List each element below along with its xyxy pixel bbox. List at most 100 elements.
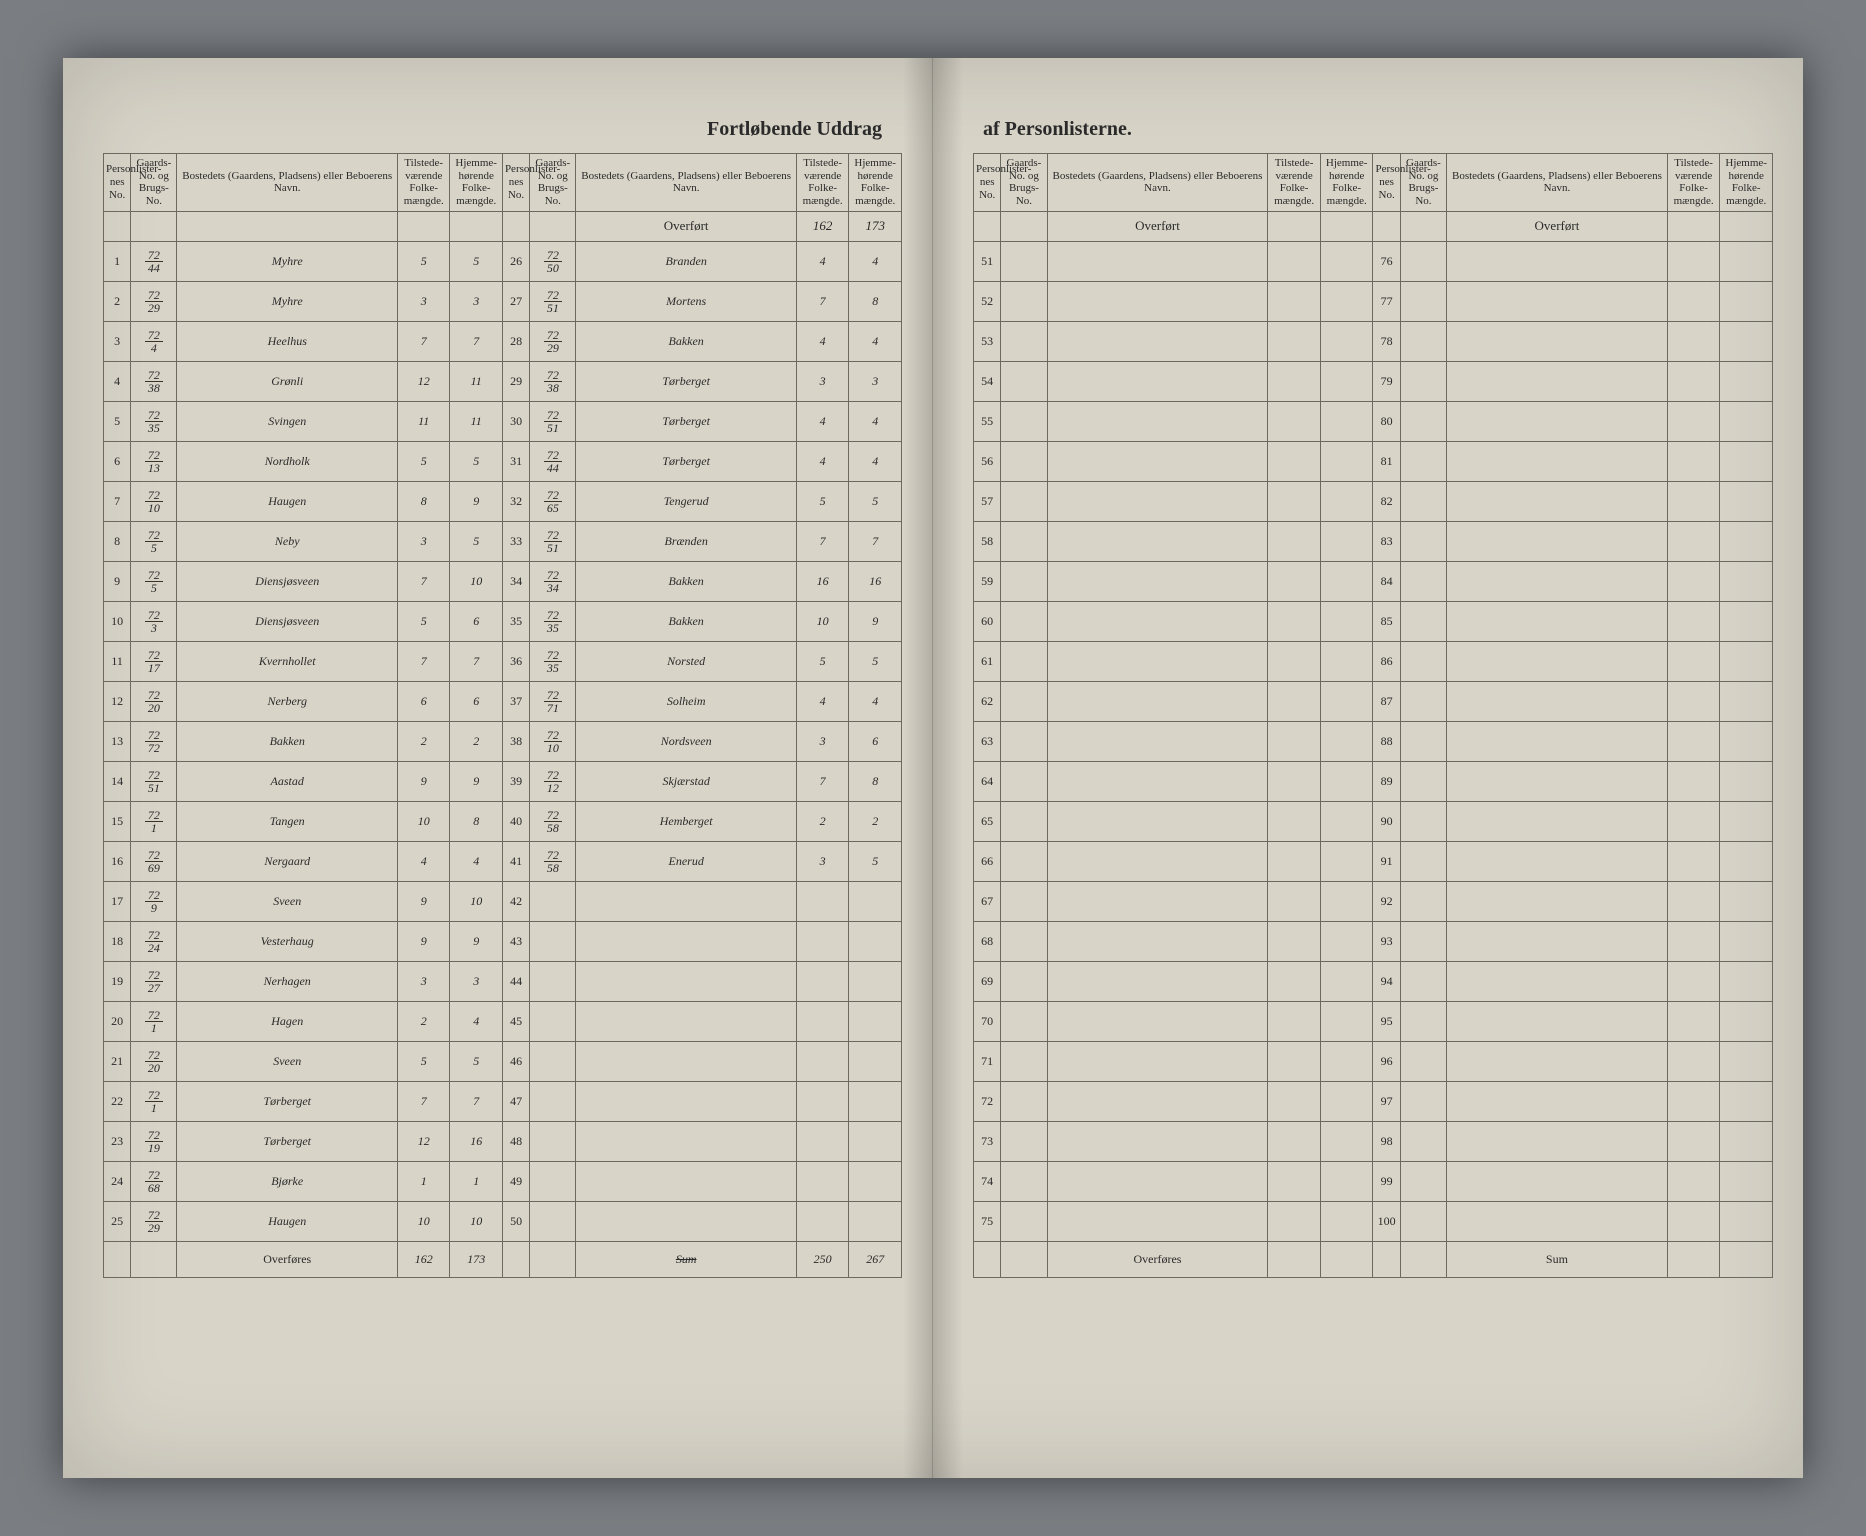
hjemme-val: 6 <box>450 681 502 721</box>
bosted-name <box>576 881 796 921</box>
right-page: af Personlisterne. Personlister-nes No. … <box>933 58 1803 1478</box>
ledger-book: Fortløbende Uddrag Personlister-nes No. … <box>63 58 1803 1478</box>
bosted-name: Sveen <box>177 881 397 921</box>
bosted-name: Kvernhollet <box>177 641 397 681</box>
table-row: 56 81 <box>974 441 1773 481</box>
hdr-bosted: Bostedets (Gaardens, Pladsens) eller Beb… <box>1047 154 1268 212</box>
tilstede-val: 3 <box>397 961 449 1001</box>
bosted-name: Hagen <box>177 1001 397 1041</box>
row-number: 59 <box>974 561 1001 601</box>
row-number: 20 <box>104 1001 131 1041</box>
row-number: 22 <box>104 1081 131 1121</box>
row-number: 8 <box>104 521 131 561</box>
row-number: 74 <box>974 1161 1001 1201</box>
bosted-name: Bakken <box>576 601 796 641</box>
row-number: 6 <box>104 441 131 481</box>
bosted-name: Aastad <box>177 761 397 801</box>
row-number: 44 <box>502 961 529 1001</box>
gaard-no: 7271 <box>530 681 576 721</box>
overfores-label: Overføres <box>177 1241 397 1277</box>
row-number: 86 <box>1373 641 1400 681</box>
row-number: 72 <box>974 1081 1001 1121</box>
sum-label: Sum <box>576 1241 796 1277</box>
gaard-no: 721 <box>131 1081 177 1121</box>
bosted-name: Tørberget <box>576 401 796 441</box>
row-number: 81 <box>1373 441 1400 481</box>
table-row: 63 88 <box>974 721 1773 761</box>
row-number: 19 <box>104 961 131 1001</box>
bosted-name: Tørberget <box>576 441 796 481</box>
row-number: 69 <box>974 961 1001 1001</box>
bosted-name: Tengerud <box>576 481 796 521</box>
row-number: 92 <box>1373 881 1400 921</box>
row-number: 98 <box>1373 1121 1400 1161</box>
bosted-name <box>576 921 796 961</box>
bosted-name: Nerberg <box>177 681 397 721</box>
table-row: 9725Diensjøsveen 710 347234Bakken 1616 <box>104 561 902 601</box>
bosted-name: Sveen <box>177 1041 397 1081</box>
row-number: 60 <box>974 601 1001 641</box>
tilstede-val: 7 <box>796 761 848 801</box>
hjemme-val: 4 <box>849 401 902 441</box>
tilstede-val: 7 <box>796 281 848 321</box>
table-row: 71 96 <box>974 1041 1773 1081</box>
bosted-name: Bakken <box>576 321 796 361</box>
row-number: 85 <box>1373 601 1400 641</box>
row-number: 31 <box>502 441 529 481</box>
hjemme-val <box>849 1121 902 1161</box>
gaard-no: 7258 <box>530 841 576 881</box>
table-row: 237219Tørberget 1216 48 <box>104 1121 902 1161</box>
hjemme-val <box>849 1041 902 1081</box>
hjemme-val: 5 <box>450 1041 502 1081</box>
row-number: 9 <box>104 561 131 601</box>
tilstede-val: 5 <box>397 1041 449 1081</box>
bosted-name: Haugen <box>177 1201 397 1241</box>
bosted-name <box>576 1161 796 1201</box>
row-number: 17 <box>104 881 131 921</box>
row-number: 83 <box>1373 521 1400 561</box>
row-number: 43 <box>502 921 529 961</box>
row-number: 76 <box>1373 241 1400 281</box>
row-number: 2 <box>104 281 131 321</box>
row-number: 14 <box>104 761 131 801</box>
gaard-no: 7220 <box>131 681 177 721</box>
row-number: 7 <box>104 481 131 521</box>
ledger-table-right: Personlister-nes No. Gaards-No. og Brugs… <box>973 153 1773 1278</box>
table-row: 64 89 <box>974 761 1773 801</box>
left-page: Fortløbende Uddrag Personlister-nes No. … <box>63 58 933 1478</box>
gaard-no: 721 <box>131 801 177 841</box>
hjemme-val: 3 <box>450 961 502 1001</box>
gaard-no: 7269 <box>131 841 177 881</box>
table-body-left: Overført 162173 17244Myhre 55 267250Bran… <box>104 211 902 1277</box>
hjemme-val: 11 <box>450 401 502 441</box>
bosted-name <box>576 1201 796 1241</box>
row-number: 58 <box>974 521 1001 561</box>
hdr-tilstede: Tilstede-værende Folke-mængde. <box>1268 154 1321 212</box>
row-number: 97 <box>1373 1081 1400 1121</box>
gaard-no: 7251 <box>530 401 576 441</box>
tilstede-val <box>796 1161 848 1201</box>
row-number: 55 <box>974 401 1001 441</box>
hdr-bosted: Bostedets (Gaardens, Pladsens) eller Beb… <box>576 154 796 212</box>
table-row: 67213Nordholk 55 317244Tørberget 44 <box>104 441 902 481</box>
gaard-no: 7238 <box>530 361 576 401</box>
tilstede-val: 8 <box>397 481 449 521</box>
page-title-right: af Personlisterne. <box>973 118 1773 141</box>
hjemme-val: 5 <box>450 521 502 561</box>
gaard-no <box>530 1081 576 1121</box>
hdr-gaards: Gaards-No. og Brugs-No. <box>131 154 177 212</box>
table-row: 67 92 <box>974 881 1773 921</box>
overfort-val: 162 <box>796 211 848 241</box>
bosted-name: Bakken <box>576 561 796 601</box>
gaard-no: 7210 <box>530 721 576 761</box>
hdr-tilstede: Tilstede-værende Folke-mængde. <box>1667 154 1720 212</box>
row-number: 90 <box>1373 801 1400 841</box>
bosted-name: Enerud <box>576 841 796 881</box>
table-row: 58 83 <box>974 521 1773 561</box>
row-number: 26 <box>502 241 529 281</box>
gaard-no <box>530 1041 576 1081</box>
tilstede-val: 9 <box>397 761 449 801</box>
gaard-no: 7258 <box>530 801 576 841</box>
row-number: 37 <box>502 681 529 721</box>
gaard-no: 7229 <box>530 321 576 361</box>
